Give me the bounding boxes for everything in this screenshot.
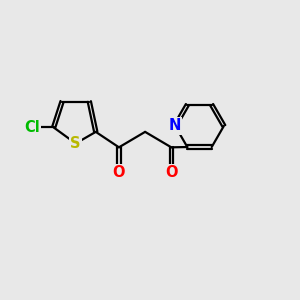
Text: N: N [169, 118, 181, 134]
Text: O: O [165, 165, 178, 180]
Text: Cl: Cl [24, 120, 40, 135]
Text: O: O [113, 165, 125, 180]
Text: S: S [70, 136, 81, 151]
